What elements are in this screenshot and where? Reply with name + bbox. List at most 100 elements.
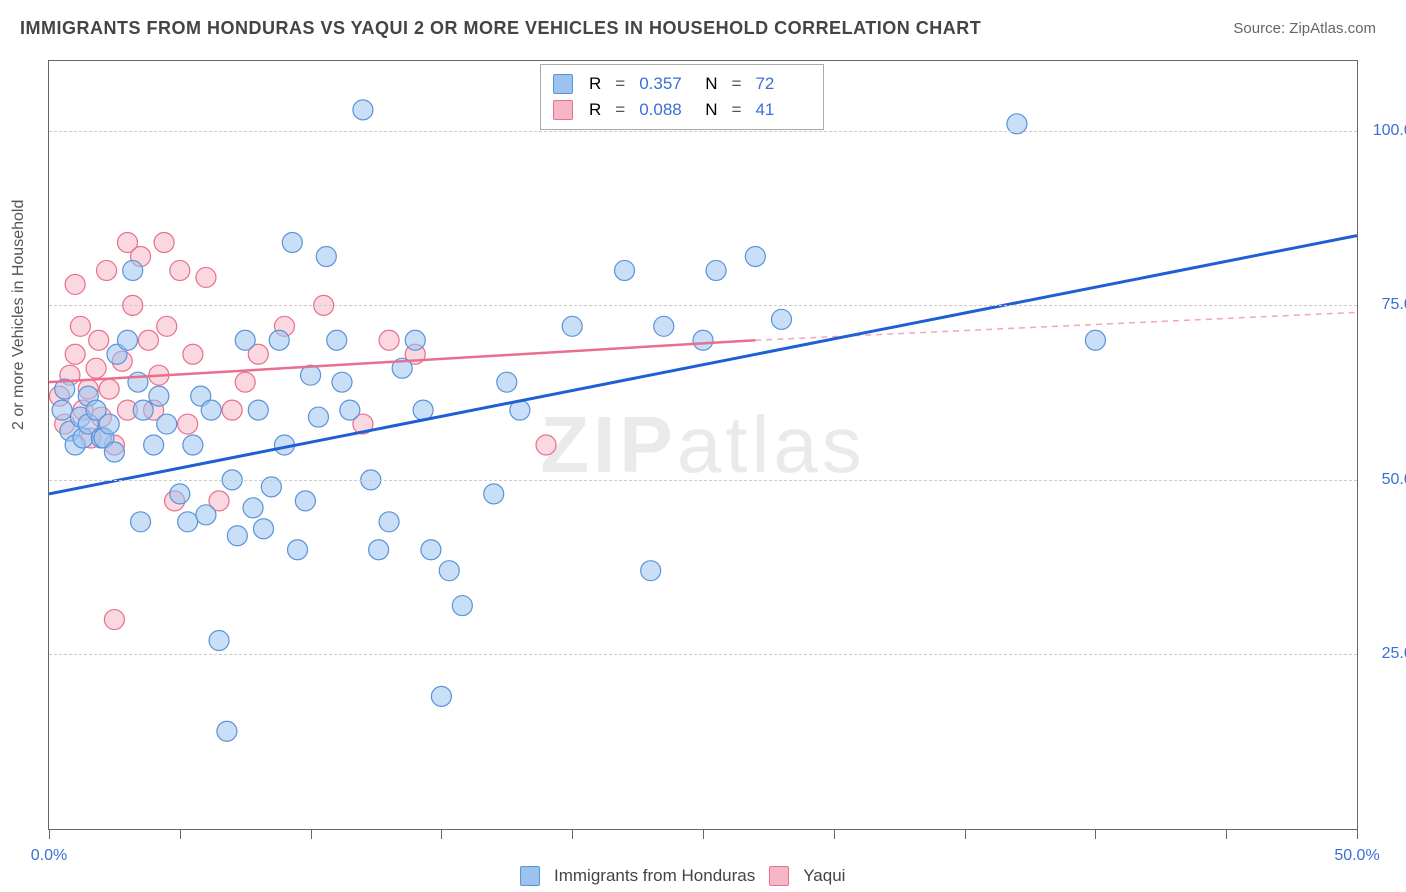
data-point	[497, 372, 517, 392]
source-label: Source: ZipAtlas.com	[1233, 20, 1376, 37]
data-point	[254, 519, 274, 539]
data-point	[274, 316, 294, 336]
data-point	[439, 561, 459, 581]
source-value: ZipAtlas.com	[1289, 20, 1376, 37]
data-point	[452, 596, 472, 616]
data-point	[104, 610, 124, 630]
data-point	[196, 505, 216, 525]
data-point	[405, 344, 425, 364]
data-point	[340, 400, 360, 420]
data-point	[536, 435, 556, 455]
data-point	[131, 246, 151, 266]
data-point	[510, 400, 530, 420]
data-point	[227, 526, 247, 546]
y-tick-label: 75.0%	[1367, 296, 1406, 314]
data-point	[104, 442, 124, 462]
data-point	[248, 400, 268, 420]
data-point	[274, 435, 294, 455]
data-point	[49, 386, 69, 406]
data-point	[301, 365, 321, 385]
data-point	[316, 246, 336, 266]
data-point	[73, 400, 93, 420]
x-tick-label: 0.0%	[31, 847, 67, 865]
x-tick	[311, 829, 312, 839]
x-tick	[180, 829, 181, 839]
data-point	[421, 540, 441, 560]
legend-eq: =	[615, 71, 625, 97]
legend-n-value: 72	[755, 71, 811, 97]
data-point	[60, 365, 80, 385]
data-point	[86, 358, 106, 378]
data-point	[248, 344, 268, 364]
data-point	[178, 414, 198, 434]
data-point	[771, 309, 791, 329]
data-point	[117, 330, 137, 350]
data-point	[641, 561, 661, 581]
x-tick-label: 50.0%	[1334, 847, 1379, 865]
data-point	[89, 330, 109, 350]
data-point	[183, 344, 203, 364]
data-point	[117, 233, 137, 253]
data-point	[191, 386, 211, 406]
x-tick	[572, 829, 573, 839]
data-point	[86, 400, 106, 420]
legend-swatch	[553, 100, 573, 120]
data-point	[201, 400, 221, 420]
gridline	[49, 654, 1357, 655]
data-point	[91, 428, 111, 448]
legend-series-label: Immigrants from Honduras	[554, 866, 755, 886]
data-point	[392, 358, 412, 378]
legend-correlation-row: R=0.357N=72	[553, 71, 811, 97]
data-point	[157, 414, 177, 434]
y-axis-label: 2 or more Vehicles in Household	[10, 200, 28, 430]
data-point	[138, 330, 158, 350]
data-point	[78, 379, 98, 399]
legend-n-label: N	[705, 97, 717, 123]
data-point	[112, 351, 132, 371]
data-point	[243, 498, 263, 518]
data-point	[693, 330, 713, 350]
data-point	[209, 630, 229, 650]
legend-n-value: 41	[755, 97, 811, 123]
data-point	[1085, 330, 1105, 350]
data-point	[70, 407, 90, 427]
data-point	[144, 400, 164, 420]
x-tick	[703, 829, 704, 839]
data-point	[405, 330, 425, 350]
data-point	[104, 435, 124, 455]
trendline-honduras	[49, 236, 1357, 494]
data-point	[65, 274, 85, 294]
x-tick	[441, 829, 442, 839]
chart-title: IMMIGRANTS FROM HONDURAS VS YAQUI 2 OR M…	[20, 18, 981, 39]
x-tick	[1357, 829, 1358, 839]
data-point	[235, 372, 255, 392]
data-point	[353, 414, 373, 434]
gridline	[49, 480, 1357, 481]
legend-swatch	[553, 74, 573, 94]
legend-correlation: R=0.357N=72R=0.088N=41	[540, 64, 824, 130]
data-point	[295, 491, 315, 511]
legend-eq: =	[615, 97, 625, 123]
data-point	[332, 372, 352, 392]
data-point	[170, 260, 190, 280]
data-point	[131, 512, 151, 532]
legend-r-label: R	[589, 97, 601, 123]
data-point	[117, 400, 137, 420]
y-tick-label: 25.0%	[1367, 645, 1406, 663]
data-point	[706, 260, 726, 280]
x-tick	[965, 829, 966, 839]
trendline-yaqui-extrapolated	[755, 312, 1357, 340]
data-point	[99, 414, 119, 434]
legend-r-value: 0.088	[639, 97, 695, 123]
data-point	[149, 386, 169, 406]
data-point	[413, 400, 433, 420]
data-point	[154, 233, 174, 253]
data-point	[52, 400, 72, 420]
data-point	[178, 512, 198, 532]
legend-r-label: R	[589, 71, 601, 97]
data-point	[65, 344, 85, 364]
data-point	[107, 344, 127, 364]
data-point	[55, 379, 75, 399]
data-point	[209, 491, 229, 511]
data-point	[133, 400, 153, 420]
